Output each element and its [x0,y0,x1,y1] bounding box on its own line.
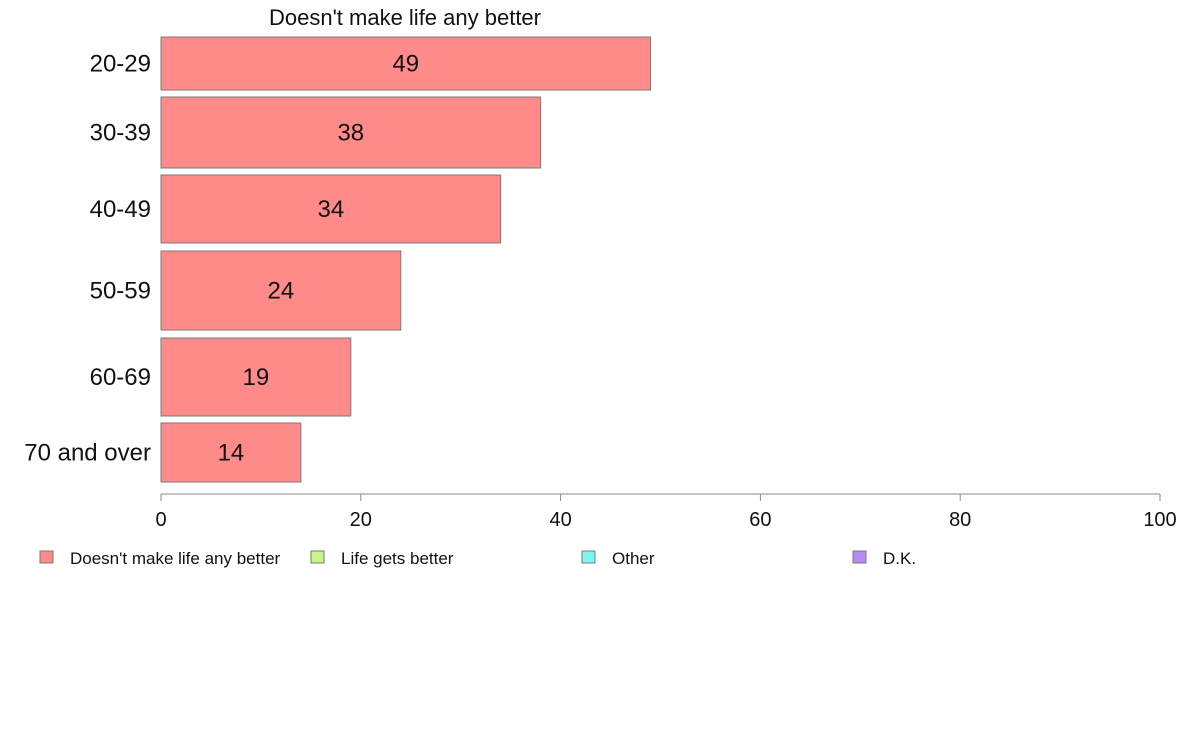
legend: Doesn't make life any better Life gets be… [39,549,916,568]
x-tick-label: 100 [1143,509,1176,531]
bar-value-label: 49 [392,51,419,78]
x-tick-label: 60 [749,509,771,531]
legend-label: Doesn't make life any better [70,549,281,568]
chart-title: Doesn't make life any better [269,5,541,30]
bar-value-label: 34 [317,196,344,223]
bar-30-39 [160,96,542,169]
bar-70-and-over [160,422,302,483]
bar-value-label: 19 [243,364,270,391]
category-label: 60-69 [90,364,151,391]
legend-swatch [581,550,596,564]
legend-swatch [39,550,54,564]
legend-label: D.K. [883,549,916,568]
category-label: 70 and over [24,440,151,467]
category-label: 20-29 [90,51,151,78]
x-tick-label: 80 [949,509,971,531]
category-label: 40-49 [90,196,151,223]
legend-label: Life gets better [341,549,454,568]
bar-value-label: 38 [337,120,364,147]
bar-20-29 [160,36,652,91]
bars-group: 49 20-29 38 30-39 34 40-49 24 50-59 19 60-69 14 70 … [24,36,652,483]
x-axis: 0 20 40 60 80 100 [155,493,1177,531]
x-tick-label: 40 [549,509,571,531]
x-tick-label: 20 [350,509,372,531]
bar-value-label: 24 [268,278,295,305]
legend-label: Other [612,549,655,568]
category-label: 30-39 [90,120,151,147]
bar-value-label: 14 [218,440,245,467]
x-tick-label: 0 [155,509,166,531]
bar-40-49 [160,174,502,244]
legend-swatch [852,550,867,564]
bar-50-59 [160,250,402,331]
bar-60-69 [160,337,352,417]
category-label: 50-59 [90,278,151,305]
legend-swatch [310,550,325,564]
